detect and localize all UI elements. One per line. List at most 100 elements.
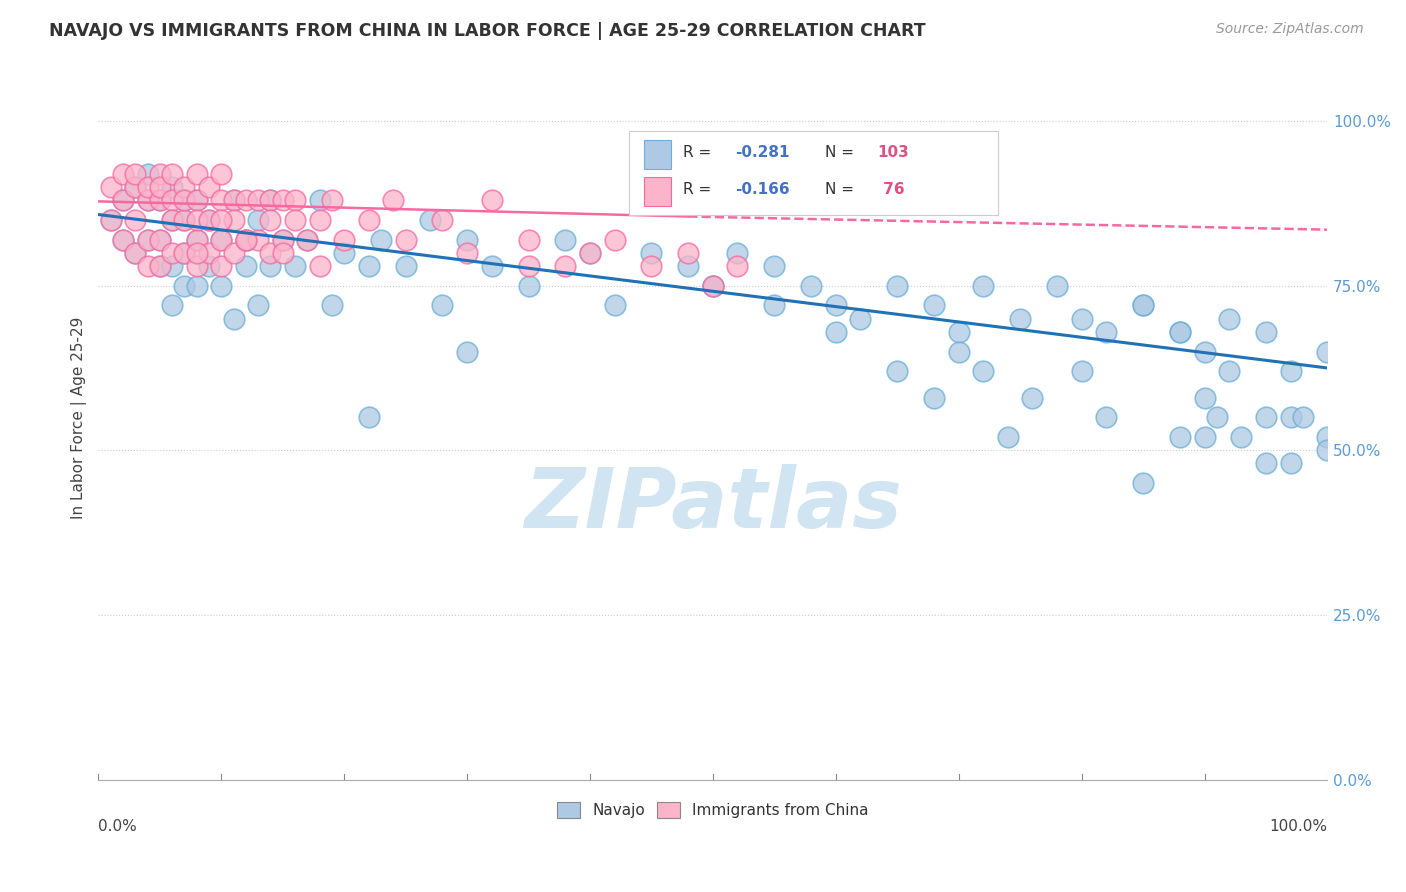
Point: [517, 278, 540, 293]
Point: [1316, 430, 1339, 444]
Text: -0.281: -0.281: [735, 145, 790, 160]
FancyBboxPatch shape: [630, 131, 998, 215]
Point: [124, 179, 146, 194]
Point: [124, 212, 146, 227]
Point: [321, 298, 343, 312]
Point: [702, 278, 724, 293]
Text: N =: N =: [825, 182, 859, 197]
Point: [1316, 443, 1339, 458]
Point: [640, 259, 662, 273]
Point: [824, 325, 846, 339]
Point: [173, 212, 195, 227]
Point: [1254, 457, 1277, 471]
Point: [235, 193, 257, 207]
Point: [1132, 476, 1154, 491]
Point: [173, 245, 195, 260]
Point: [111, 233, 134, 247]
Point: [160, 179, 183, 194]
Point: [1194, 430, 1216, 444]
Point: [160, 298, 183, 312]
Point: [579, 245, 602, 260]
Point: [394, 233, 416, 247]
Point: [160, 259, 183, 273]
Point: [136, 179, 159, 194]
Point: [382, 193, 405, 207]
Point: [149, 167, 172, 181]
Point: [824, 298, 846, 312]
Point: [1279, 364, 1302, 378]
Point: [1218, 311, 1240, 326]
Point: [160, 212, 183, 227]
Point: [271, 233, 294, 247]
Point: [259, 245, 281, 260]
Point: [1254, 325, 1277, 339]
Point: [136, 233, 159, 247]
Point: [259, 193, 281, 207]
Point: [186, 233, 208, 247]
Point: [160, 193, 183, 207]
Point: [271, 245, 294, 260]
Point: [136, 167, 159, 181]
Point: [222, 311, 245, 326]
Point: [517, 259, 540, 273]
Point: [1095, 410, 1118, 425]
Point: [209, 278, 232, 293]
Point: [100, 212, 122, 227]
Point: [1316, 344, 1339, 359]
Point: [149, 193, 172, 207]
Point: [1168, 325, 1191, 339]
Point: [481, 193, 503, 207]
Point: [160, 167, 183, 181]
Point: [432, 298, 454, 312]
Point: [209, 193, 232, 207]
Point: [972, 364, 994, 378]
Point: [481, 259, 503, 273]
Point: [186, 233, 208, 247]
Point: [1095, 325, 1118, 339]
Text: N =: N =: [825, 145, 859, 160]
Text: 76: 76: [877, 182, 904, 197]
Point: [259, 259, 281, 273]
Text: 100.0%: 100.0%: [1270, 820, 1327, 835]
Point: [209, 233, 232, 247]
Point: [173, 278, 195, 293]
Point: [308, 193, 330, 207]
Point: [419, 212, 441, 227]
Point: [702, 278, 724, 293]
Point: [1070, 364, 1092, 378]
Point: [333, 233, 356, 247]
Point: [1279, 457, 1302, 471]
Point: [124, 167, 146, 181]
Point: [1021, 391, 1043, 405]
Point: [1230, 430, 1253, 444]
Point: [357, 259, 380, 273]
Point: [186, 212, 208, 227]
Point: [456, 344, 478, 359]
Point: [259, 212, 281, 227]
Point: [678, 245, 700, 260]
Point: [247, 193, 270, 207]
Point: [394, 259, 416, 273]
Point: [209, 167, 232, 181]
Point: [198, 259, 221, 273]
Point: [198, 179, 221, 194]
Point: [136, 259, 159, 273]
Point: [198, 212, 221, 227]
Point: [271, 233, 294, 247]
Point: [111, 193, 134, 207]
Point: [1070, 311, 1092, 326]
Point: [948, 344, 970, 359]
Bar: [644, 178, 671, 206]
Bar: [644, 140, 671, 169]
Point: [297, 233, 319, 247]
Point: [1254, 410, 1277, 425]
Point: [209, 212, 232, 227]
Point: [997, 430, 1019, 444]
Point: [972, 278, 994, 293]
Text: NAVAJO VS IMMIGRANTS FROM CHINA IN LABOR FORCE | AGE 25-29 CORRELATION CHART: NAVAJO VS IMMIGRANTS FROM CHINA IN LABOR…: [49, 22, 925, 40]
Point: [111, 233, 134, 247]
Point: [186, 193, 208, 207]
Legend: Navajo, Immigrants from China: Navajo, Immigrants from China: [551, 796, 875, 824]
Point: [173, 245, 195, 260]
Text: 0.0%: 0.0%: [98, 820, 138, 835]
